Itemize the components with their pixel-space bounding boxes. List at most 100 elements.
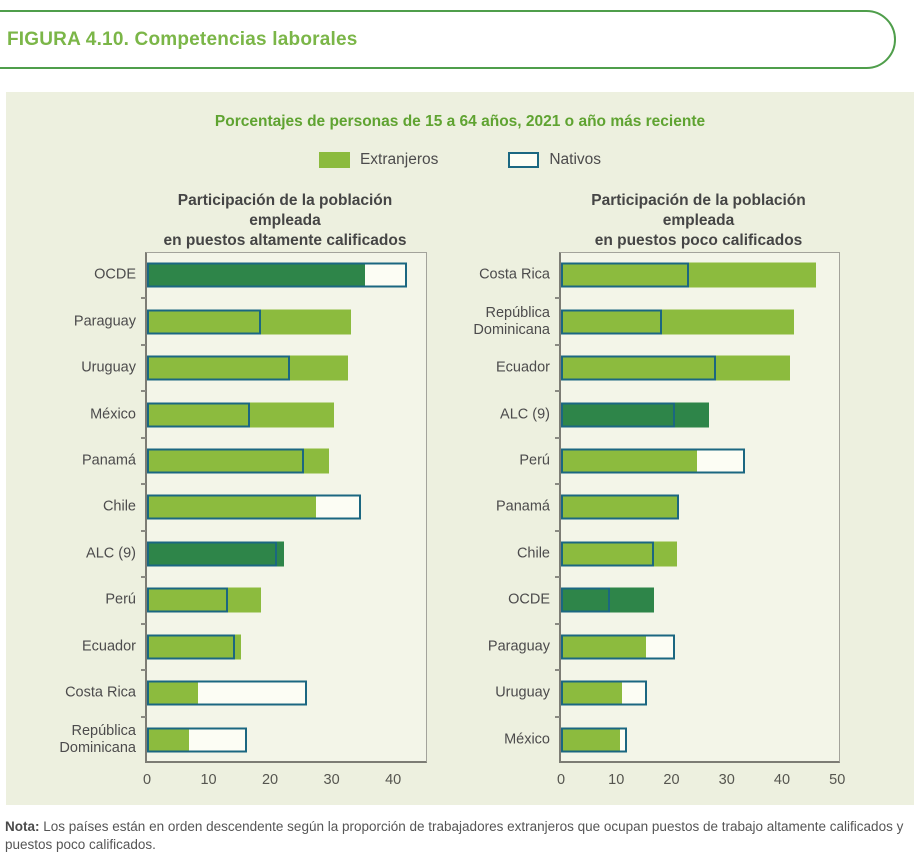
axis-tick-label: 40: [773, 772, 791, 788]
bar-label: República Dominicana: [473, 304, 550, 338]
extranjeros-bar: [147, 680, 199, 706]
nativos-bar-outline: [147, 355, 291, 381]
axis-minor-tick: [141, 576, 146, 579]
nativos-bar-outline: [561, 402, 676, 428]
axis-minor-tick: [555, 622, 560, 625]
bar-track: [561, 587, 840, 613]
nativos-swatch-icon: [508, 152, 540, 168]
bar-row: México: [450, 717, 838, 763]
nativos-bar-outline: [147, 309, 262, 335]
axis-tick-label: 30: [718, 772, 735, 788]
bar-label: México: [504, 731, 550, 748]
axis-tick-label: 10: [200, 772, 217, 788]
legend: Extranjeros Nativos: [6, 151, 914, 169]
bar-track: [561, 402, 840, 428]
nativos-bar-outline: [561, 587, 610, 613]
legend-item-nativos: Nativos: [508, 151, 601, 169]
bar-label: ALC (9): [86, 545, 136, 562]
bar-row: Uruguay: [20, 345, 425, 391]
bar-track: [561, 309, 840, 335]
bar-row: Paraguay: [20, 298, 425, 344]
bar-track: [147, 541, 427, 567]
bar-row: ALC (9): [450, 391, 838, 437]
extranjeros-bar: [147, 587, 262, 613]
axis-minor-tick: [555, 576, 560, 579]
bar-track: [147, 448, 427, 474]
axis-tick-label: 0: [556, 772, 566, 788]
nativos-bar-outline: [147, 494, 361, 520]
nativos-bar-outline: [561, 355, 717, 381]
axis-minor-tick: [141, 715, 146, 718]
chart-high-skilled: OCDE Paraguay Uruguay México Panamá Chile ALC …: [20, 252, 427, 797]
chart-title-high-skilled: Participación de la población empleada e…: [145, 191, 425, 251]
extranjeros-bar: [561, 680, 623, 706]
axis-tick-label: 50: [829, 772, 846, 788]
extranjeros-bar: [561, 309, 795, 335]
nativos-bar-outline: [147, 402, 251, 428]
extranjeros-bar: [561, 727, 620, 753]
bar-label: Uruguay: [81, 359, 136, 376]
axis-minor-tick: [555, 343, 560, 346]
bar-row: Ecuador: [450, 345, 838, 391]
bar-track: [147, 309, 427, 335]
axis-tick-label: 20: [663, 772, 680, 788]
axis-tick-label: 40: [385, 772, 402, 788]
axis-tick-label: 10: [608, 772, 625, 788]
nativos-bar-outline: [561, 727, 627, 753]
legend-label-extranjeros: Extranjeros: [359, 151, 439, 168]
bar-row: Costa Rica: [20, 670, 425, 716]
note-label: Nota:: [5, 819, 40, 834]
axis-minor-tick: [555, 390, 560, 393]
bar-track: [147, 680, 427, 706]
bar-row: Paraguay: [450, 624, 838, 670]
nativos-bar-outline: [561, 309, 663, 335]
bar-track: [561, 448, 840, 474]
axis-tick-label: 20: [261, 772, 279, 788]
nativos-bar-outline: [147, 541, 277, 567]
extranjeros-bar: [561, 355, 790, 381]
bar-row: ALC (9): [20, 531, 425, 577]
axis-minor-tick: [555, 436, 560, 439]
extranjeros-bar: [147, 355, 349, 381]
bar-label: Panamá: [81, 452, 136, 469]
note-text: Los países están en orden descendente se…: [5, 819, 904, 852]
bar-label: República Dominicana: [59, 722, 136, 756]
axis-minor-tick: [555, 715, 560, 718]
axis-minor-tick: [141, 436, 146, 439]
chart-title-line1: Participación de la población empleada: [177, 192, 393, 229]
bar-track: [561, 355, 840, 381]
bar-label: Ecuador: [495, 359, 550, 376]
bar-row: República Dominicana: [450, 298, 838, 344]
bar-row: Panamá: [20, 438, 425, 484]
nativos-bar-outline: [561, 541, 655, 567]
bar-label: Paraguay: [487, 638, 550, 655]
axis-tick-label: 0: [142, 772, 152, 788]
bar-label: Perú: [105, 591, 136, 608]
bar-row: Perú: [450, 438, 838, 484]
extranjeros-bar: [147, 309, 351, 335]
bar-label: OCDE: [508, 591, 550, 608]
nativos-bar-outline: [147, 587, 228, 613]
axis-minor-tick: [141, 622, 146, 625]
bar-row: OCDE: [20, 252, 425, 298]
nativos-bar-outline: [561, 634, 676, 660]
figure-panel: Porcentajes de personas de 15 a 64 años,…: [6, 92, 914, 805]
bar-label: Chile: [516, 545, 550, 562]
chart-title-line2: en puestos altamente calificados: [163, 232, 407, 249]
bar-track: [147, 494, 427, 520]
extranjeros-bar: [561, 541, 678, 567]
bar-track: [561, 262, 840, 288]
bar-track: [147, 402, 427, 428]
extranjeros-bar: [561, 494, 679, 520]
bar-label: OCDE: [94, 266, 136, 283]
bar-row: Ecuador: [20, 624, 425, 670]
bar-track: [561, 634, 840, 660]
legend-label-nativos: Nativos: [549, 151, 602, 168]
bar-track: [561, 541, 840, 567]
legend-item-extranjeros: Extranjeros: [318, 151, 439, 169]
axis-minor-tick: [555, 529, 560, 532]
bar-row: OCDE: [450, 577, 838, 623]
nativos-bar-outline: [147, 262, 408, 288]
extranjeros-bar: [147, 727, 190, 753]
